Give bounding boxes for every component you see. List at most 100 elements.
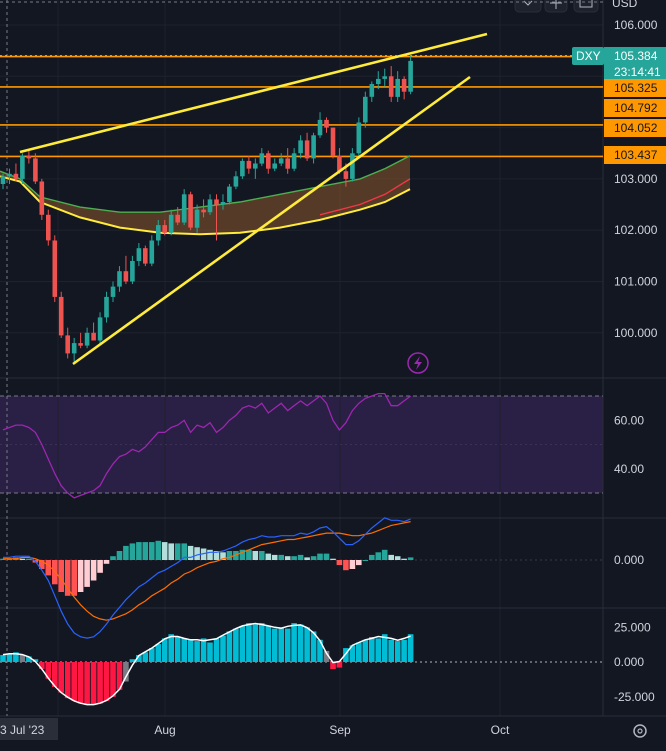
candlestick-series[interactable] [0, 55, 413, 364]
momentum-indicator [0, 622, 603, 706]
candle-body [136, 248, 142, 261]
level-tag-box [604, 79, 666, 97]
lightning-icon[interactable] [407, 352, 429, 374]
macd-histogram-bar [194, 547, 200, 560]
macd-histogram-bar [207, 549, 213, 560]
momentum-bar [271, 628, 278, 662]
candle-body [143, 248, 148, 264]
macd-histogram-bar [310, 556, 317, 560]
momentum-bar [252, 624, 259, 662]
candle-body [343, 171, 349, 179]
macd-axis-tick: 0.000 [614, 553, 644, 567]
candle-body [220, 202, 226, 205]
draw-tool-button[interactable] [514, 0, 542, 13]
macd-histogram-bar [394, 556, 401, 560]
macd-histogram-bar [110, 556, 116, 560]
macd-histogram-bar [239, 549, 246, 560]
momentum-axis-tick: 25.000 [614, 620, 651, 634]
candle-body [376, 78, 381, 84]
macd-histogram-bar [259, 551, 265, 560]
momentum-bar [343, 648, 349, 662]
candle-body [168, 214, 174, 233]
macd-histogram-bar [388, 554, 394, 560]
momentum-bar [233, 628, 239, 662]
momentum-bar [142, 652, 149, 662]
macd-histogram-bar [330, 558, 336, 560]
momentum-bar [317, 639, 323, 662]
macd-histogram-bar [200, 548, 207, 560]
candle-body [408, 60, 413, 92]
macd-histogram-bar [381, 549, 388, 560]
candle-body [117, 271, 122, 287]
rsi-axis-tick: 40.00 [614, 462, 644, 476]
macd-histogram-bar [136, 542, 142, 560]
macd-histogram-bar [375, 552, 382, 560]
candle-body [33, 158, 38, 182]
momentum-bar [239, 625, 246, 662]
candle-body [175, 214, 180, 223]
candle-body [65, 335, 70, 354]
macd-histogram-bar [19, 558, 26, 560]
candle-body [78, 343, 83, 346]
macd-histogram-bar [45, 560, 52, 576]
macd-histogram-bar [187, 545, 194, 560]
momentum-axis-tick: 0.000 [614, 655, 644, 669]
macd-histogram-bar [181, 543, 187, 560]
macd-histogram-bar [90, 560, 97, 581]
momentum-bar [174, 637, 181, 662]
symbol-tag-label: DXY [576, 49, 601, 63]
trendlines[interactable] [19, 32, 488, 366]
macd-indicator [0, 517, 603, 639]
camera-icon [579, 0, 593, 8]
candle-body [388, 76, 394, 97]
candle-body [84, 332, 90, 346]
macd-histogram-bar [116, 551, 123, 560]
level-tag-value: 104.792 [614, 101, 658, 115]
candle-body [13, 173, 19, 179]
macd-histogram-bar [64, 560, 71, 596]
momentum-bar [168, 634, 174, 662]
candle-body [278, 158, 284, 164]
candle-body [130, 261, 135, 282]
candle-body [91, 332, 96, 341]
momentum-bar [388, 639, 394, 662]
x-axis-label: Sep [329, 723, 351, 737]
macd-histogram-bar [174, 543, 181, 560]
macd-histogram-bar [220, 552, 226, 560]
candle-body [350, 153, 355, 179]
momentum-bar [97, 662, 103, 704]
macd-histogram-bar [39, 560, 45, 569]
candle-body [7, 173, 12, 177]
macd-histogram-bar [84, 560, 90, 587]
currency-label[interactable]: USD [612, 0, 638, 10]
candle-body [233, 176, 239, 187]
momentum-bar [407, 634, 414, 662]
candle-body [337, 155, 342, 172]
gear-icon[interactable] [633, 724, 647, 738]
momentum-bar [187, 639, 194, 662]
macd-histogram-bar [0, 558, 6, 560]
momentum-bar [181, 638, 187, 662]
macd-histogram-bar [161, 542, 168, 560]
macd-histogram-bar [407, 557, 414, 560]
x-axis-label: Aug [154, 723, 175, 737]
lower-trendline [72, 75, 471, 366]
momentum-bar [259, 623, 265, 662]
x-axis-label: 3 Jul '23 [0, 723, 45, 737]
candle-body [162, 225, 167, 233]
candle-body [272, 163, 277, 169]
macd-histogram-bar [304, 557, 310, 560]
macd-histogram-bar [213, 551, 220, 560]
macd-histogram-bar [401, 558, 407, 560]
macd-histogram-bar [149, 542, 155, 560]
momentum-bar [77, 662, 84, 704]
candle-body [240, 160, 245, 177]
momentum-bar [155, 643, 162, 662]
momentum-bar [84, 662, 90, 706]
macd-line [3, 517, 411, 639]
horizontal-levels[interactable] [0, 55, 603, 158]
candle-body [291, 153, 297, 169]
momentum-bar [45, 662, 52, 679]
